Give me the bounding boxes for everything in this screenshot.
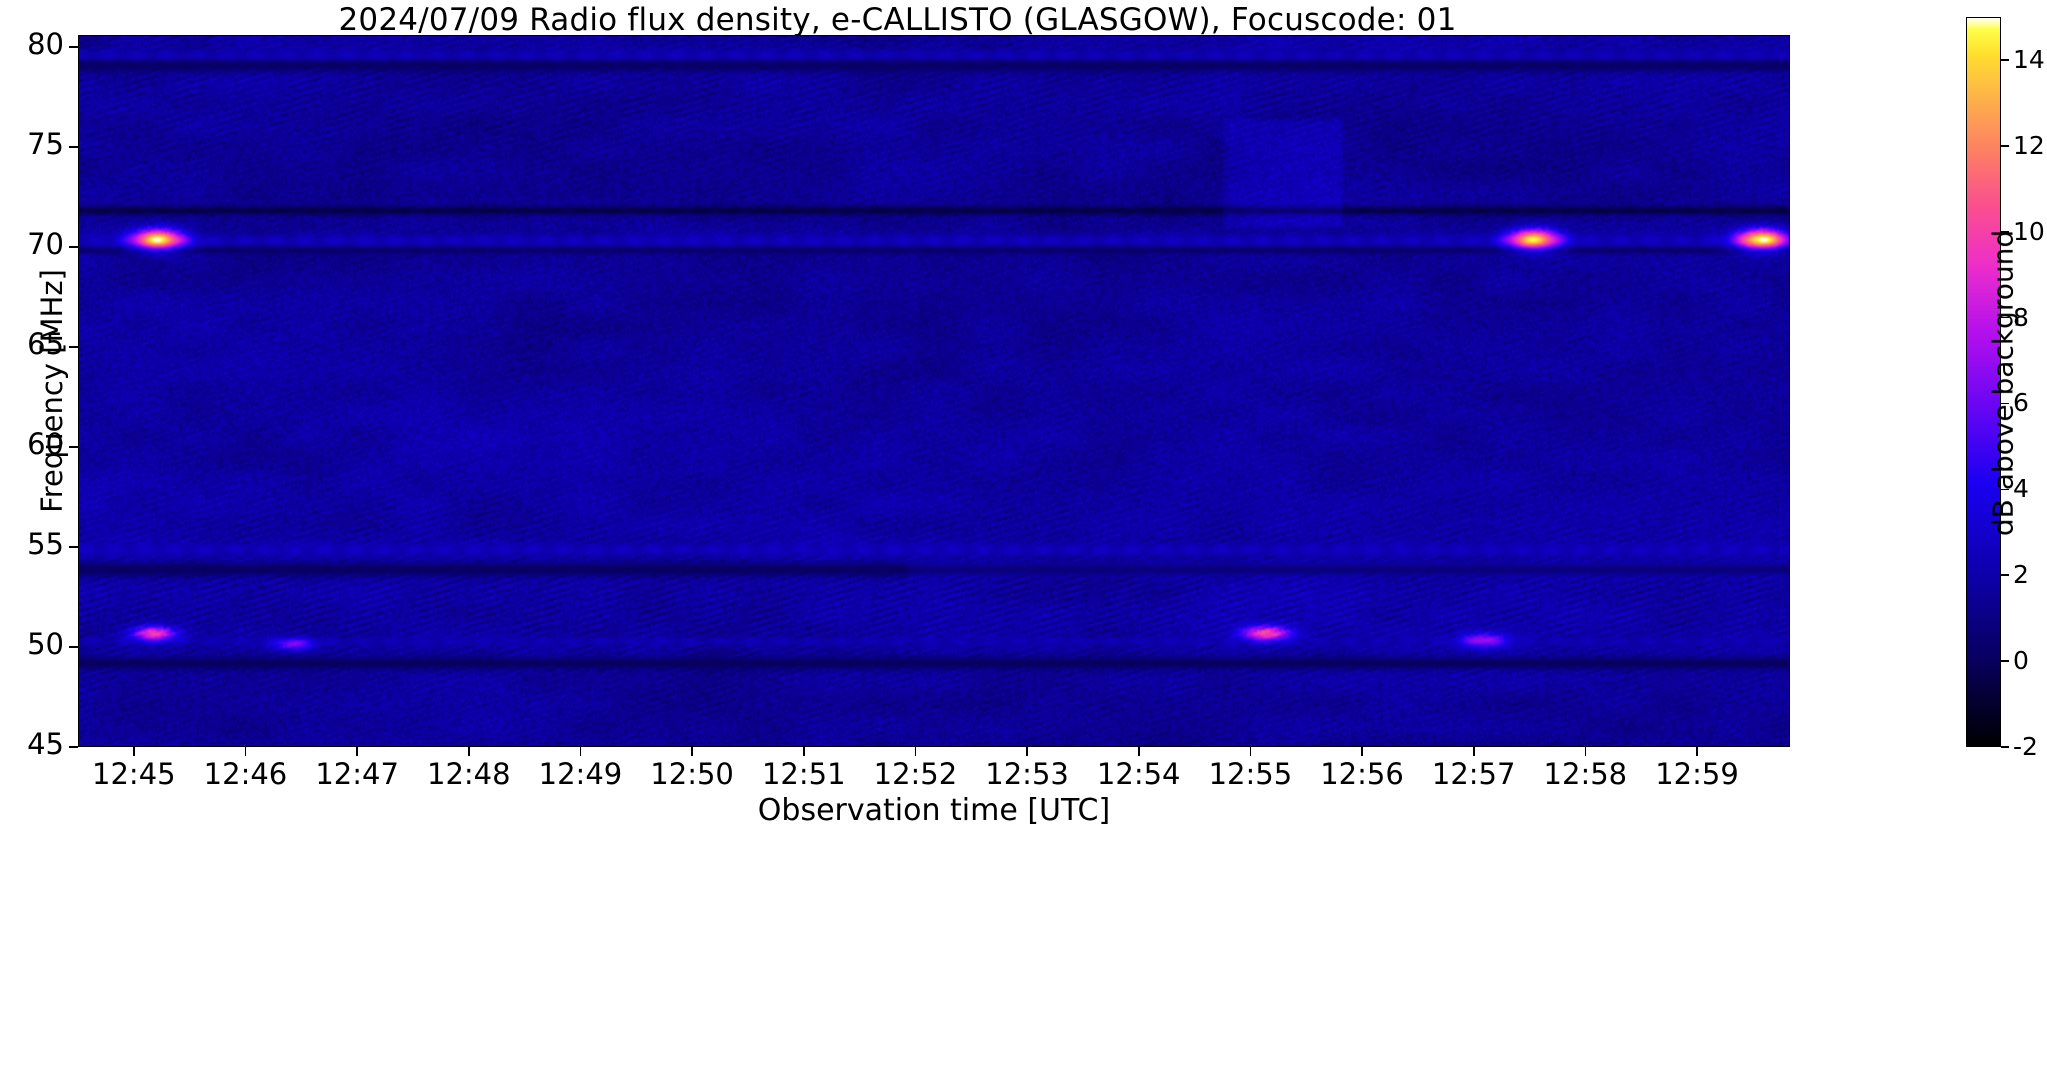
x-tick-mark [1696,747,1698,756]
x-tick-label: 12:59 [1655,757,1739,791]
colorbar-tick-label: 10 [2013,216,2045,246]
y-tick-mark [69,446,78,448]
y-tick-label: 50 [27,627,64,661]
x-axis-label: Observation time [UTC] [757,793,1111,828]
colorbar-tick-label: 4 [2013,474,2029,504]
y-tick-label: 75 [27,127,64,161]
colorbar-tick-label: 0 [2013,646,2029,676]
x-tick-mark [1137,747,1140,756]
x-tick-label: 12:57 [1431,757,1516,791]
colorbar-tick-mark [2001,574,2009,577]
x-tick-mark [244,747,247,756]
x-tick-mark [1026,747,1028,756]
x-tick-mark [467,747,470,756]
y-tick-mark [69,646,78,648]
colorbar-tick-mark [2001,746,2009,748]
y-tick-mark [69,746,78,748]
colorbar [1966,17,2001,747]
x-tick-mark [356,747,359,756]
spectrogram-plot-area [78,35,1790,747]
colorbar-tick-label: 12 [2013,130,2045,160]
y-tick-label: 60 [27,427,64,461]
y-tick-label: 70 [27,227,64,261]
colorbar-label: dB above background [1986,229,2020,537]
x-tick-label: 12:55 [1208,757,1293,791]
x-tick-mark [133,747,135,756]
colorbar-tick-label: 8 [2013,302,2029,332]
y-axis: Frequency [MHz] 80 75 70 65 60 55 50 45 [0,28,78,760]
x-tick-mark [579,747,582,756]
colorbar-tick-mark [2001,145,2009,147]
chart-title: 2024/07/09 Radio flux density, e-CALLIST… [338,2,1457,38]
spectrogram-canvas [79,36,1789,746]
x-tick-mark [691,747,693,756]
x-tick-label: 12:49 [538,757,623,791]
y-tick-label: 55 [27,527,64,561]
y-tick-mark [69,346,78,348]
y-tick-mark [69,46,78,48]
x-tick-label: 12:58 [1543,757,1628,791]
x-axis: 12:45 12:46 12:47 12:48 12:49 12:50 12:51 12:52… [78,747,1790,797]
x-tick-label: 12:53 [985,757,1069,791]
x-tick-label: 12:47 [315,757,399,791]
colorbar-tick-label: 2 [2013,560,2029,590]
x-tick-label: 12:48 [426,757,511,791]
colorbar-tick-label: -2 [2013,732,2038,761]
y-tick-label: 65 [27,327,64,361]
x-tick-label: 12:56 [1320,757,1404,791]
x-tick-mark [1584,747,1587,756]
x-tick-mark [914,747,917,756]
x-tick-label: 12:46 [203,757,288,791]
colorbar-tick-mark [2001,59,2009,61]
y-tick-mark [69,246,78,248]
x-tick-mark [1472,747,1475,756]
x-tick-mark [1361,747,1363,756]
y-tick-mark [69,146,78,148]
y-tick-label: 45 [27,727,64,761]
x-tick-label: 12:50 [650,757,734,791]
colorbar-tick-mark [2001,230,2009,233]
colorbar-tick-mark [2001,660,2009,662]
x-tick-mark [802,747,805,756]
colorbar-gradient [1967,18,2000,746]
colorbar-tick-mark [2001,316,2009,319]
x-tick-label: 12:45 [92,757,176,791]
colorbar-tick-mark [2001,402,2009,405]
x-tick-label: 12:52 [873,757,958,791]
y-tick-mark [69,546,78,548]
colorbar-tick-mark [2001,488,2009,491]
x-tick-label: 12:54 [1096,757,1181,791]
x-tick-label: 12:51 [761,757,846,791]
colorbar-tick-label: 6 [2013,388,2029,418]
colorbar-tick-label: 14 [2013,44,2045,74]
x-tick-mark [1249,747,1252,756]
y-axis-label: Frequency [MHz] [34,269,69,513]
y-tick-label: 80 [27,27,64,61]
colorbar-axis: -2 0 2 4 6 8 10 12 14 [2001,17,2047,761]
